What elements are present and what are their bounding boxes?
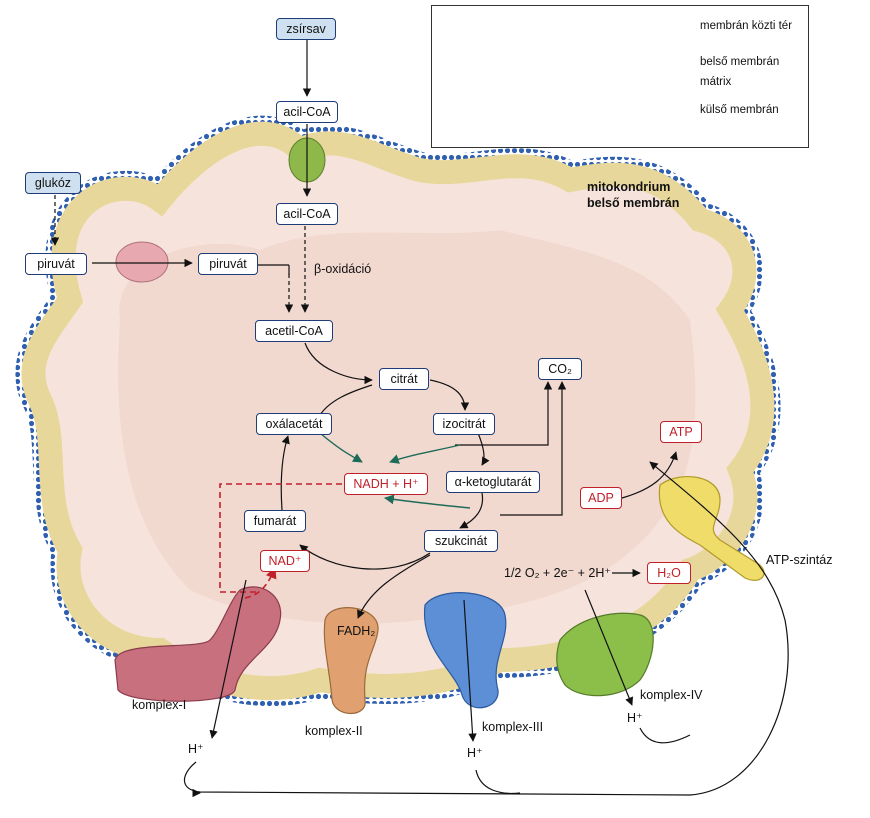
- box-oxalacetat: oxálacetát: [256, 413, 332, 435]
- box-szukcinat: szukcinát: [424, 530, 498, 552]
- box-citrat: citrát: [379, 368, 429, 390]
- complex-3-shape: [423, 592, 507, 709]
- inset-label-intermembrane: membrán közti tér: [700, 20, 793, 32]
- box-acil-coa-top: acil-CoA: [276, 101, 338, 123]
- box-adp: ADP: [580, 487, 622, 509]
- box-atp: ATP: [660, 421, 702, 443]
- box-nad: NAD⁺: [260, 550, 310, 572]
- box-fumarat: fumarát: [244, 510, 306, 532]
- box-izocitrat: izocitrát: [433, 413, 495, 435]
- label-komplex-3: komplex-III: [482, 720, 544, 734]
- label-beta-oxidacio: β-oxidáció: [314, 262, 372, 276]
- box-ketoglutarat: α-ketoglutarát: [446, 471, 540, 493]
- label-fadh2: FADH₂: [337, 624, 376, 638]
- inset-panel: [431, 5, 809, 148]
- substrate-glukoz: glukóz: [25, 172, 81, 194]
- box-piruvat-out: piruvát: [25, 253, 87, 275]
- label-h-komplex-3: H⁺: [467, 746, 483, 760]
- atp-synthase-shape: [658, 476, 765, 581]
- substrate-zsirsav: zsírsav: [276, 18, 336, 40]
- complex-2-shape: [323, 607, 379, 714]
- complex-4-shape: [556, 612, 654, 697]
- box-piruvat-in: piruvát: [198, 253, 258, 275]
- pyruvate-transporter: [115, 241, 169, 283]
- label-komplex-4: komplex-IV: [640, 688, 703, 702]
- label-h-komplex-4: H⁺: [627, 711, 643, 725]
- label-atp-szintaz: ATP-szintáz: [766, 553, 833, 567]
- inset-label-outer-membrane: külső membrán: [700, 104, 779, 116]
- label-komplex-1: komplex-I: [132, 698, 187, 712]
- box-h2o: H₂O: [647, 562, 691, 584]
- membrane-title-1: mitokondrium: [587, 180, 671, 194]
- label-oxygen-equation: 1/2 O₂ + 2e⁻ + 2H⁺: [504, 566, 611, 580]
- membrane-title-2: belső membrán: [587, 196, 680, 210]
- box-co2: CO₂: [538, 358, 582, 380]
- box-acetil-coa: acetil-CoA: [255, 320, 333, 342]
- label-h-komplex-1: H⁺: [188, 742, 204, 756]
- box-nadh: NADH + H⁺: [344, 473, 428, 495]
- inset-label-matrix: mátrix: [700, 76, 732, 88]
- complex-1-shape: [114, 586, 282, 702]
- inset-label-inner-membrane: belső membrán: [700, 56, 780, 68]
- box-acil-coa-inner: acil-CoA: [276, 203, 338, 225]
- label-komplex-2: komplex-II: [305, 724, 363, 738]
